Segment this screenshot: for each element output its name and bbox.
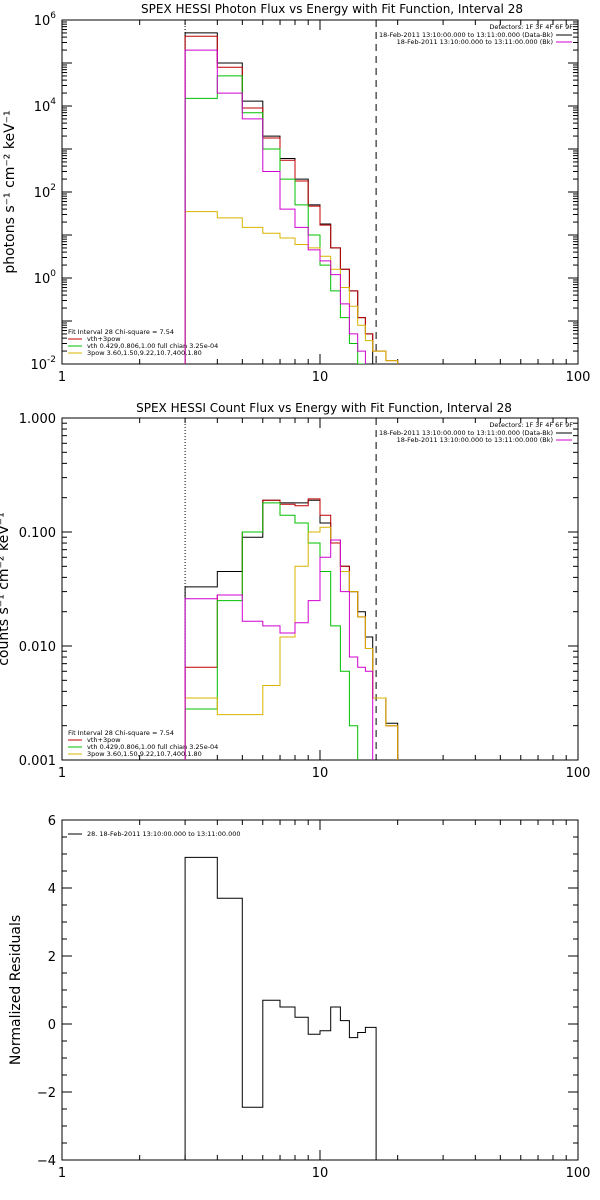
count-flux-data-area xyxy=(184,418,399,760)
residuals-legend-label: 28. 18-Feb-2011 13:10:00.000 to 13:11:00… xyxy=(87,830,240,838)
photon-flux-series-red xyxy=(184,35,399,364)
photon-flux-y-tick-label: 102 xyxy=(34,183,56,201)
photon-flux-x-tick-label: 1 xyxy=(58,370,66,385)
count-flux-info-text: Detectors: 1F 3F 4F 6F 9F 18-Feb-2011 13… xyxy=(379,421,573,444)
photon-flux-info-text: Detectors: 1F 3F 4F 6F 9F 18-Feb-2011 13… xyxy=(379,23,573,46)
count-flux-legend-label-red: vth+3pow xyxy=(87,736,121,744)
photon-flux-fit-legend: Fit Interval 28 Chi-square = 7.54 vth+3p… xyxy=(68,328,218,357)
residuals-plot-frame xyxy=(61,819,579,1161)
photon-flux-plot-frame xyxy=(61,19,579,365)
count-flux-detectors-label: Detectors: 1F 3F 4F 6F 9F xyxy=(489,421,573,429)
count-flux-fit-legend: Fit Interval 28 Chi-square = 7.54 vth+3p… xyxy=(68,729,218,758)
photon-flux-y-tick-label: 106 xyxy=(34,11,57,29)
count-flux-series-yellow xyxy=(184,526,399,760)
photon-flux-bk-interval-label: 18-Feb-2011 13:10:00.000 to 13:11:00.000… xyxy=(397,38,553,46)
photon-flux-series-magenta xyxy=(184,49,366,364)
residuals-series-black xyxy=(184,856,377,1160)
photon-flux-legend-label-green: vth 0.429,0.806,1.00 full chian 3.25e-04 xyxy=(87,342,218,350)
photon-flux-series-yellow xyxy=(184,211,399,364)
residuals-data-area xyxy=(184,856,377,1160)
photon-flux-legend-label-red: vth+3pow xyxy=(87,335,121,343)
photon-flux-fit-header: Fit Interval 28 Chi-square = 7.54 xyxy=(68,328,174,336)
photon-flux-legend-label-yellow: 3pow 3.60,1.50,9.22,10.7,400,1.80 xyxy=(87,349,202,357)
count-flux-fit-header: Fit Interval 28 Chi-square = 7.54 xyxy=(68,729,174,737)
photon-flux-title: SPEX HESSI Photon Flux vs Energy with Fi… xyxy=(141,2,523,16)
photon-flux-y-tick-label: 104 xyxy=(34,97,57,115)
photon-flux-data-area xyxy=(184,20,399,364)
count-flux-series-magenta xyxy=(184,539,374,760)
photon-flux-data-interval-label: 18-Feb-2011 13:10:00.000 to 13:11:00.000… xyxy=(379,31,553,39)
count-flux-series-green xyxy=(184,502,359,760)
photon-flux-y-tick-label: 10-2 xyxy=(30,355,56,373)
count-flux-x-tick-label: 1 xyxy=(58,766,66,781)
residuals-x-tick-label: 100 xyxy=(566,1166,591,1181)
residuals-y-tick-label: 4 xyxy=(48,882,56,897)
count-flux-panel: SPEX HESSI Count Flux vs Energy with Fit… xyxy=(0,401,591,781)
residuals-y-tick-label: −4 xyxy=(37,1154,56,1169)
count-flux-y-axis-label: counts s⁻¹ cm⁻² keV⁻¹ xyxy=(0,512,12,666)
photon-flux-y-axis-label: photons s⁻¹ cm⁻² keV⁻¹ xyxy=(2,110,18,273)
residuals-x-tick-label: 10 xyxy=(312,1166,329,1181)
residuals-x-tick-label: 1 xyxy=(58,1166,66,1181)
photon-flux-y-tick-label: 100 xyxy=(34,269,57,287)
count-flux-y-tick-label: 0.010 xyxy=(19,640,56,655)
count-flux-data-interval-label: 18-Feb-2011 13:10:00.000 to 13:11:00.000… xyxy=(379,429,553,437)
count-flux-y-tick-label: 0.001 xyxy=(19,754,56,769)
count-flux-x-tick-label: 10 xyxy=(312,766,329,781)
photon-flux-x-tick-label: 10 xyxy=(312,370,329,385)
residuals-y-tick-label: 6 xyxy=(48,814,56,829)
count-flux-y-tick-label: 1.000 xyxy=(19,412,56,427)
photon-flux-series-green xyxy=(184,75,366,364)
count-flux-y-tick-label: 0.100 xyxy=(19,526,56,541)
count-flux-x-tick-label: 100 xyxy=(566,766,591,781)
count-flux-bk-interval-label: 18-Feb-2011 13:10:00.000 to 13:11:00.000… xyxy=(397,436,553,444)
count-flux-legend-label-green: vth 0.429,0.806,1.00 full chian 3.25e-04 xyxy=(87,743,218,751)
photon-flux-x-tick-label: 100 xyxy=(566,370,591,385)
photon-flux-panel: SPEX HESSI Photon Flux vs Energy with Fi… xyxy=(2,2,591,385)
residuals-y-tick-label: −2 xyxy=(37,1086,56,1101)
photon-flux-detectors-label: Detectors: 1F 3F 4F 6F 9F xyxy=(489,23,573,31)
count-flux-title: SPEX HESSI Count Flux vs Energy with Fit… xyxy=(136,401,512,415)
residuals-y-axis-label: Normalized Residuals xyxy=(8,915,24,1065)
residuals-y-tick-label: 0 xyxy=(48,1018,56,1033)
residuals-y-tick-label: 2 xyxy=(48,950,56,965)
count-flux-legend-label-yellow: 3pow 3.60,1.50,9.22,10.7,400,1.80 xyxy=(87,750,202,758)
residuals-panel: Normalized Residuals 28. 18-Feb-2011 13:… xyxy=(8,814,590,1181)
